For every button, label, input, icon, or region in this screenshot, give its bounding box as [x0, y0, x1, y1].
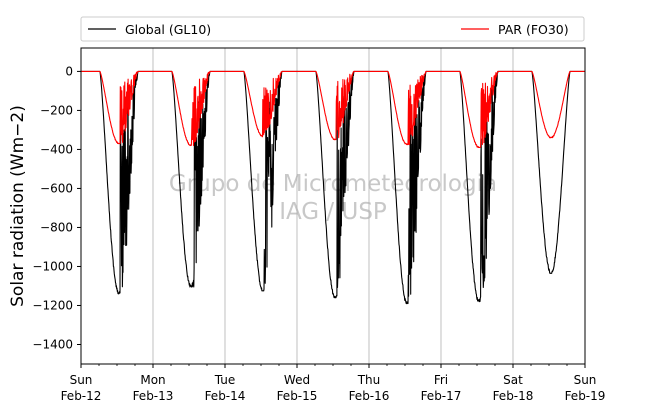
series-line-par: [80, 70, 586, 149]
y-tick-label: −1000: [32, 259, 73, 273]
y-tick-label: −400: [40, 142, 73, 156]
x-tick-label-date: Feb-15: [277, 389, 318, 403]
legend-global-label: Global (GL10): [125, 22, 211, 37]
x-tick-label-date: Feb-16: [349, 389, 390, 403]
x-tick-label-date: Feb-14: [205, 389, 246, 403]
y-axis: 0 −200 −400 −600 −800 −1000 −1200 −1400: [32, 64, 81, 351]
x-tick-label-day: Sun: [574, 373, 597, 387]
y-tick-label: 0: [65, 64, 73, 78]
grid-lines: [152, 48, 514, 364]
x-tick-label-day: Wed: [284, 373, 310, 387]
y-tick-label: −600: [40, 181, 73, 195]
x-tick-label-day: Tue: [214, 373, 236, 387]
y-tick-label: −1400: [32, 337, 73, 351]
y-tick-label: −200: [40, 103, 73, 117]
x-tick-label-date: Feb-19: [565, 389, 606, 403]
legend-box: [80, 16, 585, 42]
x-tick-label-day: Thu: [357, 373, 381, 387]
series-layer: [80, 70, 586, 305]
watermark-line-2: IAG / USP: [279, 199, 387, 225]
y-axis-label: Solar radiation (Wm−2): [8, 105, 28, 307]
x-tick-label-date: Feb-12: [61, 389, 102, 403]
watermark-line-1: Grupo de Micrometeorologia: [169, 171, 497, 197]
x-tick-label-day: Fri: [434, 373, 448, 387]
legend: Global (GL10) PAR (FO30): [80, 16, 585, 42]
x-tick-label-date: Feb-18: [493, 389, 534, 403]
y-tick-label: −800: [40, 220, 73, 234]
x-tick-label-day: Sat: [503, 373, 523, 387]
legend-par-label: PAR (FO30): [498, 22, 569, 37]
x-tick-label-date: Feb-17: [421, 389, 462, 403]
x-axis: Sun Feb-12 Mon Feb-13 Tue Feb-14 Wed Feb-15 Thu F…: [61, 364, 606, 403]
x-tick-label-day: Sun: [70, 373, 93, 387]
x-tick-label-day: Mon: [140, 373, 165, 387]
x-tick-label-date: Feb-13: [133, 389, 174, 403]
y-tick-label: −1200: [32, 298, 73, 312]
watermark: Grupo de Micrometeorologia IAG / USP: [169, 171, 497, 225]
